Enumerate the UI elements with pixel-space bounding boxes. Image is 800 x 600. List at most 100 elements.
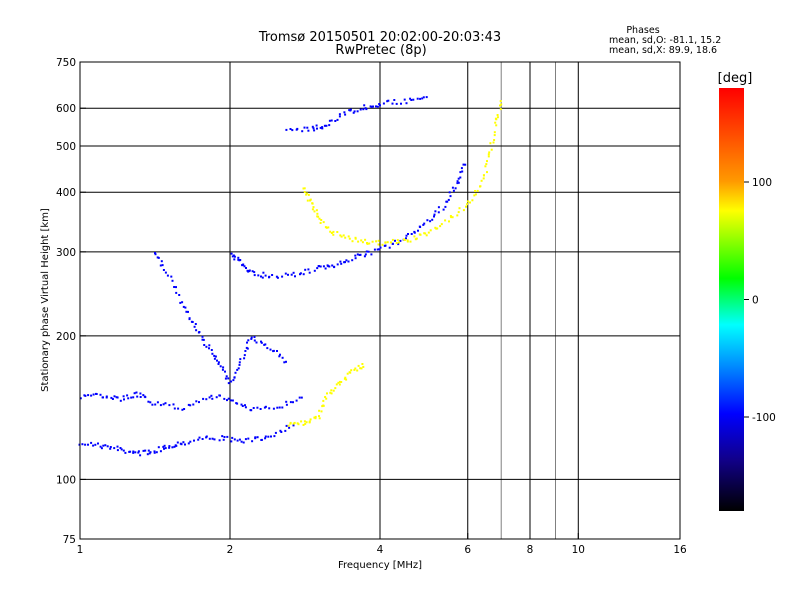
y-axis: 75 100 200 300 400 500 600 750 (56, 57, 86, 546)
data-point (316, 127, 318, 130)
data-point (224, 370, 226, 373)
data-point (356, 369, 359, 372)
data-point (305, 421, 308, 424)
data-point (454, 187, 457, 190)
data-point (349, 108, 352, 111)
data-point (391, 238, 394, 241)
data-point (148, 452, 151, 455)
data-point (332, 389, 335, 392)
data-point (457, 181, 460, 184)
data-point (325, 226, 328, 229)
data-point (236, 368, 239, 371)
x-axis: 1 2 4 6 8 10 16 (77, 533, 687, 556)
data-point (281, 356, 284, 359)
data-point (395, 242, 398, 244)
data-point (181, 408, 184, 411)
data-point (348, 109, 351, 112)
data-point (333, 266, 336, 269)
data-point (274, 431, 277, 434)
data-point (94, 443, 97, 446)
data-point (330, 119, 333, 122)
data-point (134, 451, 137, 454)
data-point (339, 380, 341, 383)
data-point (149, 401, 152, 404)
data-point (259, 408, 262, 410)
data-point (223, 397, 226, 400)
data-point (122, 449, 125, 452)
data-point (353, 110, 356, 113)
data-point (255, 341, 258, 344)
data-point (379, 104, 381, 107)
data-point (351, 259, 354, 262)
data-point (381, 243, 384, 246)
data-point (227, 382, 230, 385)
data-point (252, 407, 255, 409)
data-point (297, 423, 300, 426)
data-point (452, 189, 455, 192)
data-point (177, 407, 180, 410)
data-point (493, 131, 496, 134)
x-tick-label: 16 (673, 544, 687, 556)
data-point (396, 239, 399, 242)
data-point (499, 108, 502, 111)
data-point (185, 310, 188, 313)
data-point (106, 445, 109, 448)
data-point (216, 359, 218, 362)
data-point (460, 167, 463, 170)
data-point (344, 376, 347, 379)
data-point (370, 253, 373, 256)
data-point (226, 399, 228, 402)
data-point (474, 190, 477, 192)
data-point (248, 270, 251, 272)
data-point (227, 377, 230, 380)
data-point (359, 253, 362, 256)
data-point (339, 260, 342, 263)
data-point (284, 429, 287, 432)
data-point (238, 361, 241, 364)
data-point (260, 438, 263, 441)
data-point (376, 105, 379, 108)
data-point (417, 229, 419, 232)
data-point (281, 275, 284, 278)
data-point (458, 207, 461, 210)
data-point (162, 445, 165, 448)
data-point (462, 163, 465, 166)
data-point (244, 350, 247, 352)
data-point (447, 198, 450, 201)
data-point (284, 272, 287, 275)
data-point (360, 239, 363, 242)
data-point (133, 392, 136, 395)
data-point (371, 240, 374, 243)
data-point (360, 367, 363, 370)
data-point (189, 440, 192, 443)
data-point (386, 100, 389, 103)
data-point (189, 404, 192, 407)
data-point (382, 102, 385, 105)
data-point (328, 119, 331, 122)
data-point (266, 347, 269, 350)
trace-o-trace-F (230, 163, 467, 279)
data-point (326, 392, 328, 395)
data-point (376, 248, 379, 251)
data-point (344, 261, 346, 264)
data-point (260, 275, 262, 278)
data-point (275, 275, 278, 278)
data-point (157, 446, 160, 449)
data-point (110, 396, 113, 399)
data-point (331, 264, 334, 267)
data-point (272, 407, 275, 410)
colorbar-ticks: 100 0 -100 (744, 177, 776, 424)
data-point (340, 235, 343, 238)
data-point (194, 323, 197, 325)
data-point (328, 124, 331, 127)
data-point (283, 361, 286, 364)
data-point (233, 255, 236, 258)
grid-lines (80, 62, 680, 539)
data-point (311, 202, 314, 205)
x-tick-label: 1 (77, 544, 84, 556)
data-point (213, 357, 216, 360)
data-point (250, 409, 253, 412)
data-point (301, 130, 304, 133)
data-point (156, 401, 159, 404)
data-point (90, 441, 93, 444)
